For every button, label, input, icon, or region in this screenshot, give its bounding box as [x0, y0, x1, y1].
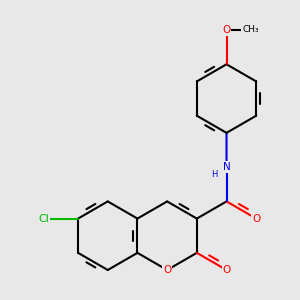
Text: H: H	[212, 169, 218, 178]
Text: O: O	[222, 265, 231, 275]
Text: O: O	[252, 214, 260, 224]
Text: N: N	[223, 162, 230, 172]
Text: Cl: Cl	[38, 214, 49, 224]
Text: CH₃: CH₃	[242, 26, 259, 34]
Text: O: O	[222, 25, 231, 35]
Text: O: O	[163, 265, 171, 275]
